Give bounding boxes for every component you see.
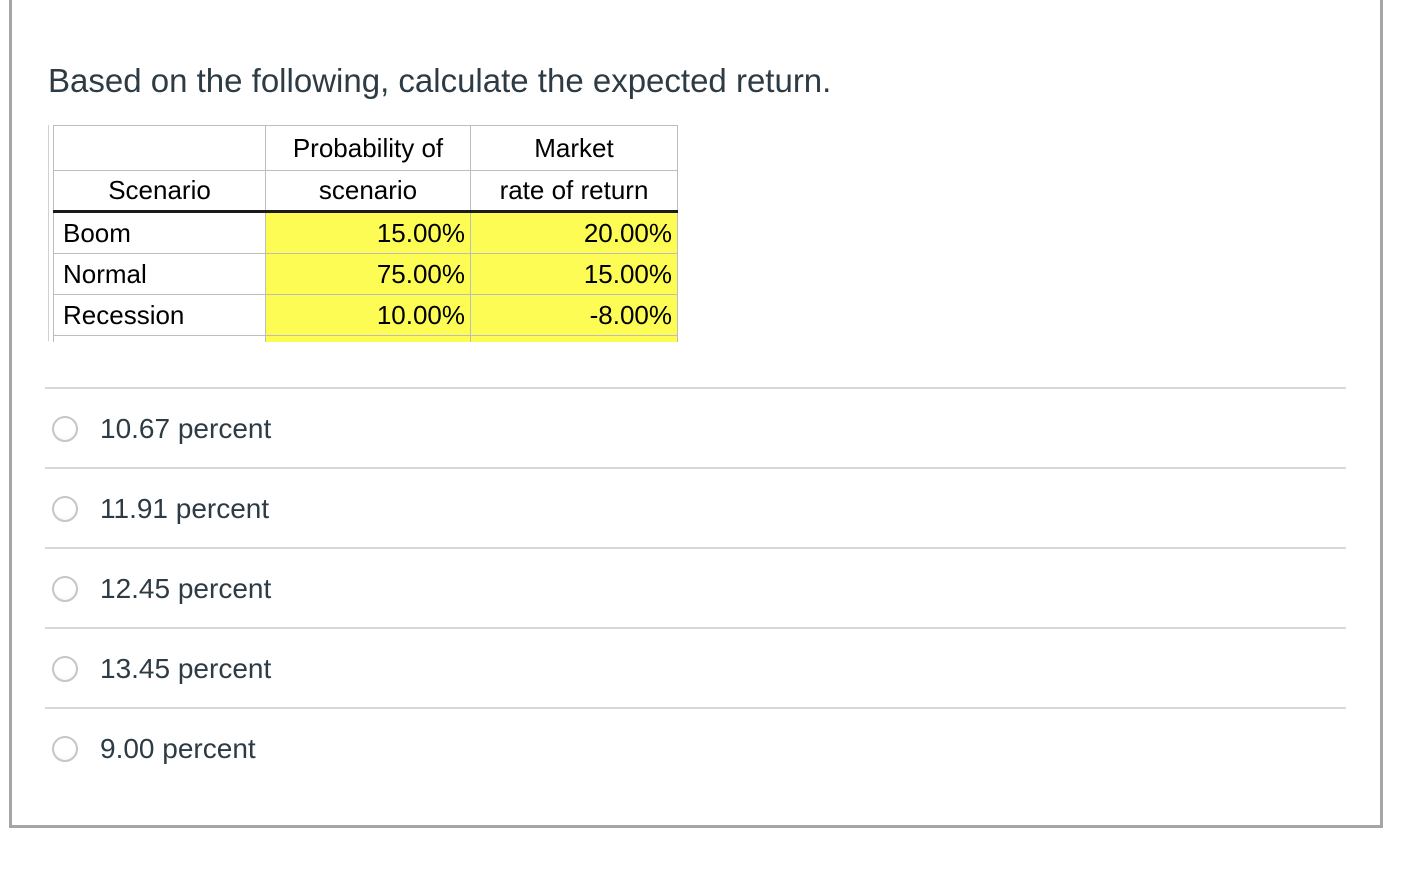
- answer-option-1[interactable]: 10.67 percent: [45, 387, 1346, 469]
- cell-scenario-boom: Boom: [53, 211, 266, 254]
- cell-return-normal: 15.00%: [470, 253, 678, 295]
- radio-button[interactable]: [52, 736, 78, 762]
- header-blank-cell: [53, 125, 266, 171]
- cell-probability-normal: 75.00%: [265, 253, 471, 295]
- question-text: Based on the following, calculate the ex…: [48, 62, 832, 99]
- radio-button[interactable]: [52, 416, 78, 442]
- radio-button[interactable]: [52, 496, 78, 522]
- header-scenario: Scenario: [53, 170, 266, 213]
- cell-scenario-normal: Normal: [53, 253, 266, 295]
- answer-option-label[interactable]: 11.91 percent: [100, 493, 270, 524]
- header-market-line2: rate of return: [470, 170, 678, 213]
- answer-option-label[interactable]: 13.45 percent: [100, 653, 272, 684]
- scenario-table: Probability of Market Scenario scenario …: [48, 125, 678, 342]
- radio-button[interactable]: [52, 656, 78, 682]
- answer-option-label[interactable]: 12.45 percent: [100, 573, 272, 604]
- cell-probability-recession: 10.00%: [265, 294, 471, 336]
- header-market-line1: Market: [470, 125, 678, 171]
- cell-probability-boom: 15.00%: [265, 211, 471, 254]
- answer-option-4[interactable]: 13.45 percent: [45, 627, 1346, 709]
- cropped-cell-yellow: [265, 335, 471, 342]
- cropped-cell-white: [53, 335, 266, 342]
- table-header-row-2: Scenario scenario rate of return: [53, 170, 678, 213]
- radio-button[interactable]: [52, 576, 78, 602]
- spreadsheet-gridline-remnant: [48, 125, 49, 341]
- answer-option-5[interactable]: 9.00 percent: [45, 707, 1346, 789]
- table-row-normal: Normal 75.00% 15.00%: [53, 253, 678, 295]
- cropped-cell-yellow: [470, 335, 678, 342]
- cell-return-boom: 20.00%: [470, 211, 678, 254]
- answer-option-2[interactable]: 11.91 percent: [45, 467, 1346, 549]
- table-header-row-1: Probability of Market: [53, 125, 678, 171]
- header-probability-line1: Probability of: [265, 125, 471, 171]
- table-row-boom: Boom 15.00% 20.00%: [53, 211, 678, 254]
- answer-option-label[interactable]: 9.00 percent: [100, 733, 256, 764]
- answer-option-3[interactable]: 12.45 percent: [45, 547, 1346, 629]
- header-probability-line2: scenario: [265, 170, 471, 213]
- cell-return-recession: -8.00%: [470, 294, 678, 336]
- cell-scenario-recession: Recession: [53, 294, 266, 336]
- table-cropped-row-strip: [53, 335, 678, 342]
- table-row-recession: Recession 10.00% -8.00%: [53, 294, 678, 336]
- answer-option-label[interactable]: 10.67 percent: [100, 413, 272, 444]
- scenario-data-table: Probability of Market Scenario scenario …: [53, 125, 678, 342]
